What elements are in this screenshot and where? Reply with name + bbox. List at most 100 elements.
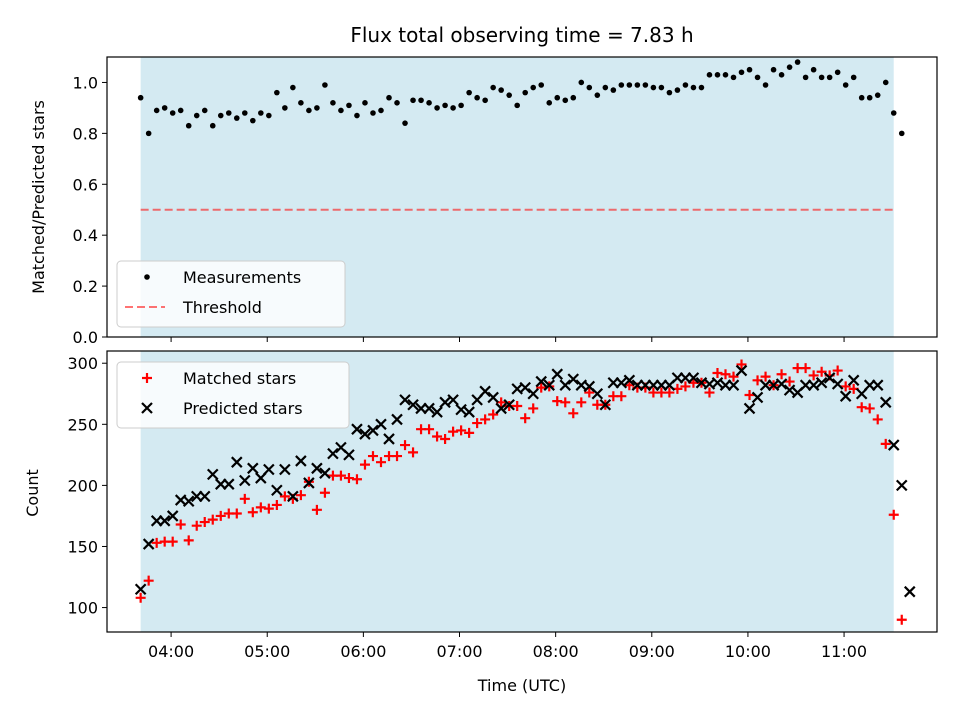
legend-marker-matched <box>142 373 152 383</box>
measurement-point <box>770 66 777 73</box>
matched-star-point <box>424 424 435 435</box>
predicted-star-point <box>687 372 700 384</box>
matched-star-point <box>456 425 467 436</box>
matched-star-point <box>776 369 787 380</box>
measurement-point <box>193 112 200 119</box>
top-y-tick-label: 0.0 <box>73 328 98 347</box>
bottom-y-tick-label: 300 <box>67 354 98 373</box>
matched-star-point <box>255 502 266 513</box>
predicted-star-point <box>823 372 836 384</box>
measurement-point <box>642 82 649 88</box>
legend-label: Measurements <box>183 268 301 287</box>
top-y-tick-label: 0.8 <box>73 124 98 143</box>
measurement-point <box>722 72 729 78</box>
measurement-point <box>570 94 577 101</box>
matched-star-point <box>271 499 282 510</box>
measurement-point <box>866 94 873 101</box>
matched-star-point <box>311 504 322 515</box>
bottom-y-tick-label: 150 <box>67 537 98 556</box>
matched-star-point <box>167 536 178 547</box>
top-panel: 0.0 0.2 0.4 0.6 0.8 1.0 Measurements Threshold <box>73 56 938 347</box>
predicted-star-point <box>399 394 411 406</box>
measurement-point <box>658 84 665 91</box>
matched-star-point <box>351 474 362 485</box>
top-axes-frame <box>106 56 938 338</box>
predicted-star-point <box>479 385 491 398</box>
predicted-star-point <box>463 406 475 418</box>
measurement-point <box>274 89 280 96</box>
measurement-point <box>778 72 785 78</box>
measurement-point <box>714 72 721 78</box>
predicted-star-point <box>543 379 556 391</box>
predicted-star-point <box>599 398 612 411</box>
matched-star-point <box>704 387 715 398</box>
measurement-point <box>794 59 801 65</box>
measurement-point <box>578 79 585 86</box>
measurement-point <box>225 110 232 116</box>
predicted-star-point <box>383 433 395 445</box>
matched-star-point <box>512 400 523 411</box>
measurement-point <box>169 110 176 116</box>
matched-star-point <box>480 414 491 425</box>
matched-star-point <box>896 614 907 625</box>
matched-star-point <box>135 592 146 603</box>
measurement-point <box>394 100 400 106</box>
measurement-point <box>698 84 705 91</box>
matched-star-point <box>536 382 547 393</box>
predicted-star-point <box>735 364 748 377</box>
measurement-point <box>338 107 344 114</box>
matched-star-point <box>576 397 587 408</box>
matched-star-point <box>832 365 843 376</box>
bottom-axes-frame <box>106 350 938 633</box>
matched-star-point <box>568 408 579 419</box>
matched-star-point <box>247 507 258 518</box>
matched-star-point <box>616 391 627 402</box>
predicted-star-point <box>303 477 315 489</box>
measurement-point <box>314 105 320 111</box>
matched-star-point <box>207 514 218 525</box>
matched-star-point <box>143 575 154 586</box>
x-tick-label: 11:00 <box>821 642 867 661</box>
predicted-star-point <box>519 381 531 394</box>
predicted-star-point <box>166 510 179 522</box>
chart-title: Flux total observing time = 7.83 h <box>350 23 693 47</box>
measurement-point <box>690 84 697 91</box>
predicted-star-point <box>551 368 564 380</box>
matched-star-point <box>359 459 370 470</box>
measurement-point <box>586 84 593 91</box>
matched-star-point <box>175 519 186 530</box>
matched-star-point <box>375 457 386 468</box>
measurement-point <box>282 105 288 111</box>
x-tick-label: 06:00 <box>340 642 386 661</box>
matched-star-point <box>183 535 194 546</box>
measurement-point <box>858 94 865 101</box>
top-y-tick-label: 0.2 <box>73 277 98 296</box>
predicted-star-point <box>351 423 363 435</box>
bottom-legend: Matched stars Predicted stars <box>116 361 350 429</box>
predicted-star-point <box>711 376 724 389</box>
predicted-star-point <box>287 490 299 503</box>
matched-star-point <box>864 403 875 414</box>
predicted-star-point <box>431 406 443 418</box>
predicted-star-point <box>222 478 235 490</box>
measurement-point <box>538 82 545 88</box>
measurement-point <box>666 89 673 96</box>
measurement-point <box>474 94 480 101</box>
top-legend: Measurements Threshold <box>116 260 346 328</box>
measurement-point <box>466 89 472 96</box>
matched-star-point <box>728 371 739 382</box>
matched-star-point <box>528 403 539 414</box>
predicted-star-point <box>527 387 539 400</box>
predicted-star-point <box>142 538 155 550</box>
bottom-y-tick-label: 100 <box>67 599 98 618</box>
measurement-point <box>730 74 737 81</box>
matched-star-point <box>720 369 731 380</box>
measurement-point <box>306 107 312 114</box>
measurement-point <box>746 66 753 73</box>
measurement-point <box>434 105 440 111</box>
measurement-point <box>322 82 328 88</box>
matched-star-point <box>880 438 891 449</box>
legend-label: Threshold <box>182 298 262 317</box>
measurement-point <box>378 107 384 114</box>
predicted-star-point <box>559 379 572 391</box>
